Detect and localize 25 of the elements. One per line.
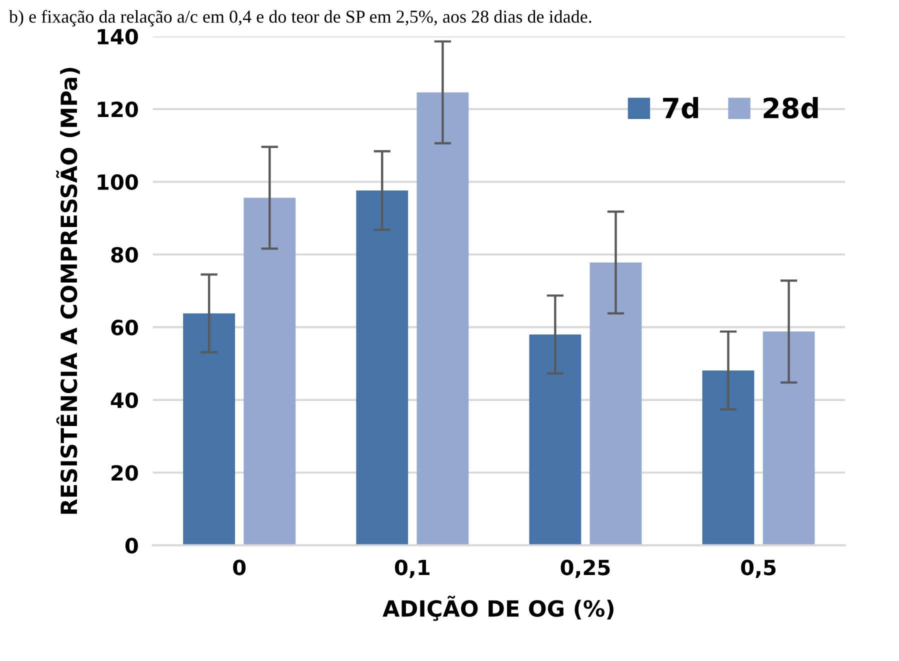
y-tick-label: 120 [98,102,138,118]
legend-label: 28d [764,96,818,118]
y-tick-label: 0 [125,538,138,554]
text: b) e fixação da relação a/c em 0,4 e do teor de SP em 2,5%, aos 28 dias de idade. [8,10,592,26]
bar [590,262,642,546]
x-axis-title: ADIÇÃO DE OG (%) [382,596,614,621]
y-tick-label: 20 [112,465,138,481]
x-tick-label: 0 [233,560,246,576]
y-tick-label: 140 [98,28,138,45]
bar [416,92,469,546]
bar [529,334,582,546]
y-axis-title: RESISTÊNCIA A COMPRESSÃO (MPa) [56,68,80,514]
x-tick-label: 0,25 [560,560,610,578]
y-tick-label: 80 [111,246,138,263]
y-tick-label: 100 [98,174,138,190]
x-tick-label: 0,1 [394,560,430,578]
legend-label: 7d [663,96,698,118]
bar [762,332,815,546]
bar [244,198,296,546]
bar [702,370,754,546]
y-tick-label: 40 [110,392,138,408]
bar [183,313,236,546]
x-tick-label: 0,5 [741,560,776,578]
bar [356,190,408,546]
y-tick-label: 60 [111,320,138,336]
